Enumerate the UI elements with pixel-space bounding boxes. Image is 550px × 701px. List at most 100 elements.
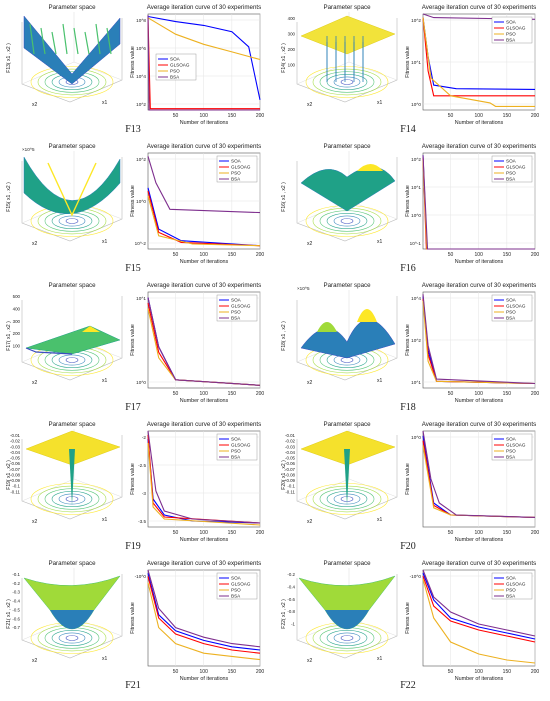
surface-zlabel: F17( x1 , x2 ) (6, 321, 12, 351)
curve-panel-title: Average iteration curve of 30 experiment… (422, 282, 536, 289)
function-label: F13 (125, 124, 141, 135)
x-tick-label: 200 (256, 391, 265, 397)
y-tick-label: 10^2 (411, 338, 421, 343)
series-line-bsa (422, 294, 536, 385)
space-panel-title: Parameter space (48, 560, 96, 567)
x-axis-label: Number of iterations (455, 537, 504, 543)
series-line-bsa (147, 569, 261, 648)
x-tick-label: 150 (228, 113, 237, 119)
surface-spike (40, 27, 46, 55)
surface-x1-label: x1 (102, 517, 108, 523)
x-axis-label: Number of iterations (455, 259, 504, 265)
legend-box (155, 53, 197, 81)
y-tick-label: 10^2 (411, 157, 421, 162)
x-tick-label: 150 (503, 113, 512, 119)
function-label: F16 (400, 263, 416, 274)
surface-ztick: -0.07 (285, 467, 296, 472)
surface-ztick: -0.03 (285, 444, 296, 449)
surface-ztick: 500 (13, 294, 21, 299)
y-axis-label: Fitness value (405, 463, 411, 495)
surface-spike (95, 23, 101, 55)
surface-zlabel: F13( x1 , x2 ) (6, 43, 12, 73)
x-tick-label: 150 (228, 391, 237, 397)
series-line-pso (147, 195, 261, 247)
surface-well (344, 449, 350, 505)
surface-x1-label: x1 (102, 239, 108, 245)
surface-x1-label: x1 (377, 100, 383, 106)
legend-label-bsa: BSA (506, 38, 516, 43)
surface-peak (82, 326, 100, 332)
surface-box (21, 157, 123, 242)
contour-line (65, 218, 79, 224)
surface-x2-label: x2 (32, 519, 38, 525)
surface-box (21, 435, 123, 520)
x-tick-label: 50 (448, 391, 454, 397)
panel-f13: Parameter space F13( x1 , x2 ) x2 x1 F13 Aver… (6, 4, 264, 135)
function-label: F19 (125, 541, 141, 552)
surface-ztick: -0.7 (12, 625, 20, 630)
surface-ztick: -0.11 (10, 489, 20, 494)
y-axis-label: Fitness value (405, 185, 411, 217)
surface-spike (73, 27, 79, 55)
space-panel-title: Parameter space (323, 4, 371, 11)
surface-ztick: -0.5 (12, 607, 20, 612)
x-tick-label: 50 (173, 113, 179, 119)
series-line-pso (422, 300, 536, 385)
legend-label-pso: PSO (231, 171, 241, 176)
legend-label-pso: PSO (506, 32, 516, 37)
series-line-bsa (147, 15, 260, 111)
panel-f19: Parameter space -0.01-0.02-0.03-0.04-0.05… (6, 421, 264, 552)
surface-ztick: -0.6 (12, 616, 20, 621)
x-tick-label: 50 (448, 669, 454, 675)
curve-panel-title: Average iteration curve of 30 experiment… (422, 143, 536, 150)
function-label: F22 (400, 680, 416, 691)
space-panel-title: Parameter space (48, 143, 96, 150)
surface-gridline (348, 61, 398, 81)
y-axis-label: Fitness value (405, 46, 411, 78)
legend-label-glsoag: GLSOAG (231, 582, 251, 587)
series-line-glsoag (422, 575, 536, 643)
surface-ztick: -0.2 (287, 572, 295, 577)
surface-plane (25, 430, 121, 466)
surface-edge (25, 347, 73, 355)
y-axis-label: Fitness value (130, 324, 136, 356)
surface-box (21, 574, 123, 659)
surface-x2-label: x2 (32, 241, 38, 247)
function-label: F21 (125, 680, 141, 691)
y-tick-label: 10^1 (411, 185, 421, 190)
surface-ztick: -0.08 (285, 472, 296, 477)
series-line-pso (422, 17, 535, 107)
surface-zlabel: F18( x1 , x2 ) (281, 321, 287, 351)
legend-label-pso: PSO (231, 588, 241, 593)
contour-line (58, 354, 86, 366)
surface-x1-label: x1 (377, 239, 383, 245)
x-axis-label: Number of iterations (180, 676, 229, 682)
curve-panel-title: Average iteration curve of 30 experiment… (422, 4, 536, 11)
x-tick-label: 200 (531, 252, 540, 258)
legend-label-glsoag: GLSOAG (231, 165, 251, 170)
x-axis-label: Number of iterations (180, 537, 229, 543)
contour-line (58, 215, 86, 227)
space-panel-title: Parameter space (48, 282, 96, 289)
legend-label-soa: SOA (231, 437, 242, 442)
contour-line (44, 71, 100, 93)
legend-box (216, 572, 258, 600)
surface-ridge (47, 162, 97, 217)
contour-line (340, 635, 354, 641)
surface-box (296, 435, 398, 520)
surface-ztick: 400 (13, 306, 21, 311)
legend-label-pso: PSO (231, 310, 241, 315)
legend-label-bsa: BSA (506, 594, 516, 599)
legend-label-soa: SOA (506, 437, 517, 442)
legend-label-bsa: BSA (231, 177, 241, 182)
surface-box (21, 18, 123, 103)
surface-ztick: -0.1 (12, 572, 20, 577)
legend-label-pso: PSO (506, 449, 516, 454)
y-tick-label: -10^0 (135, 574, 147, 579)
series-line-pso (422, 578, 536, 664)
y-tick-label: -2 (142, 435, 147, 440)
x-axis-label: Number of iterations (180, 120, 229, 126)
y-tick-label: 10^-1 (410, 241, 422, 246)
panel-f22: Parameter space -0.2 -0.4 -0.6 -0.8 -1 F22( x1… (281, 560, 539, 691)
